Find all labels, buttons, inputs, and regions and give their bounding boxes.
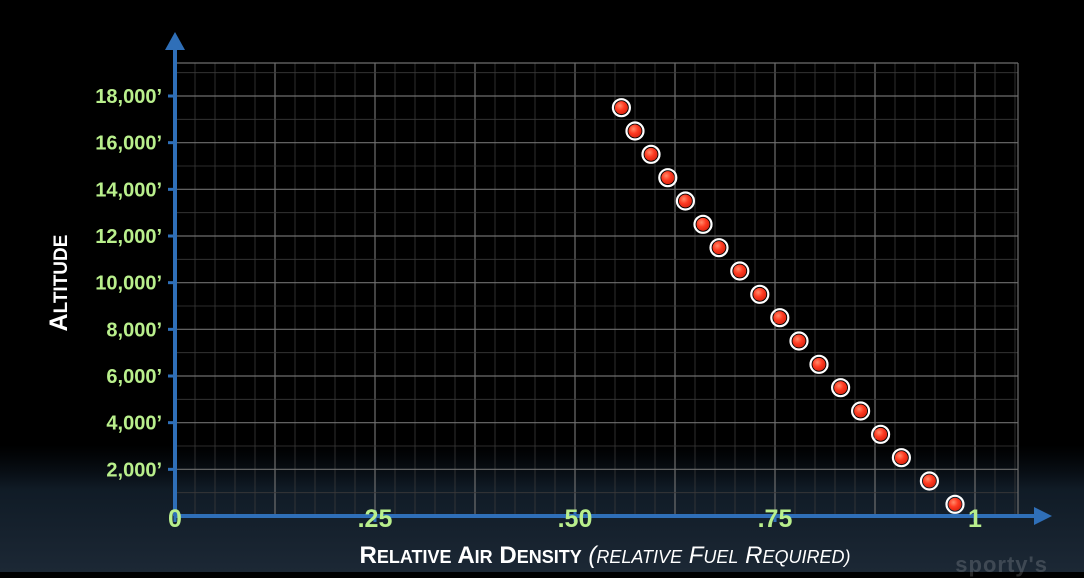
data-point <box>733 264 747 278</box>
axes <box>165 32 1052 525</box>
data-point <box>894 451 908 465</box>
y-tick-labels: 2,000’ 4,000’ 6,000’ 8,000’ 10,000’ 12,000’ 14… <box>95 86 162 481</box>
y-tick-label: 14,000’ <box>95 179 162 201</box>
y-tick-label: 18,000’ <box>95 86 162 108</box>
data-point-ring <box>709 238 729 258</box>
data-point <box>678 194 692 208</box>
y-tick-label: 8,000’ <box>106 319 162 341</box>
x-tick-label: 0 <box>168 505 182 533</box>
data-point <box>773 311 787 325</box>
y-tick-label: 2,000’ <box>106 459 162 481</box>
data-point <box>854 404 868 418</box>
data-point-ring <box>830 378 851 398</box>
data-point <box>644 147 658 161</box>
x-tick-label: .25 <box>358 505 393 533</box>
data-point <box>753 287 767 301</box>
y-tick-label: 6,000’ <box>106 366 162 388</box>
y-tick-label: 10,000’ <box>95 273 162 295</box>
data-point-ring <box>750 284 770 304</box>
data-point-ring <box>693 214 713 234</box>
data-point <box>874 427 888 441</box>
x-tick-label: .50 <box>558 505 593 533</box>
data-point <box>812 357 826 371</box>
data-point-ring <box>891 448 912 468</box>
x-axis-title: RELATIVE AIR DENSITY (RELATIVE FUEL REQU… <box>360 542 851 569</box>
data-point <box>948 497 962 511</box>
data-point-ring <box>945 494 965 514</box>
x-axis-arrow <box>1034 507 1052 525</box>
data-point <box>712 241 726 255</box>
data-point-ring <box>625 121 645 141</box>
data-point <box>628 124 642 138</box>
data-point-ring <box>641 144 661 164</box>
y-axis-title: ALTITUDE <box>45 235 73 332</box>
data-point-ring <box>870 424 891 444</box>
data-point <box>792 334 806 348</box>
data-point <box>696 217 710 231</box>
y-tick-label: 16,000’ <box>95 133 162 155</box>
data-point <box>661 171 675 185</box>
x-tick-labels: 0 .25 .50 .75 1 <box>168 505 982 533</box>
x-tick-label: 1 <box>968 505 982 533</box>
data-point <box>614 101 628 115</box>
data-point-ring <box>919 471 940 491</box>
watermark-logo: sporty's <box>955 552 1048 577</box>
data-points <box>611 98 965 514</box>
data-point-ring <box>770 308 790 328</box>
data-point-ring <box>675 191 696 211</box>
x-tick-label: .75 <box>758 505 793 533</box>
y-tick-label: 12,000’ <box>95 226 162 248</box>
data-point <box>834 381 848 395</box>
data-point-ring <box>730 261 750 281</box>
data-point-ring <box>789 331 809 351</box>
y-tick-label: 4,000’ <box>106 413 162 435</box>
data-point-ring <box>850 401 871 421</box>
data-point-ring <box>658 168 678 188</box>
data-point-ring <box>611 98 632 118</box>
data-point-ring <box>809 354 829 374</box>
y-axis-arrow <box>165 32 185 50</box>
data-point <box>922 474 936 488</box>
